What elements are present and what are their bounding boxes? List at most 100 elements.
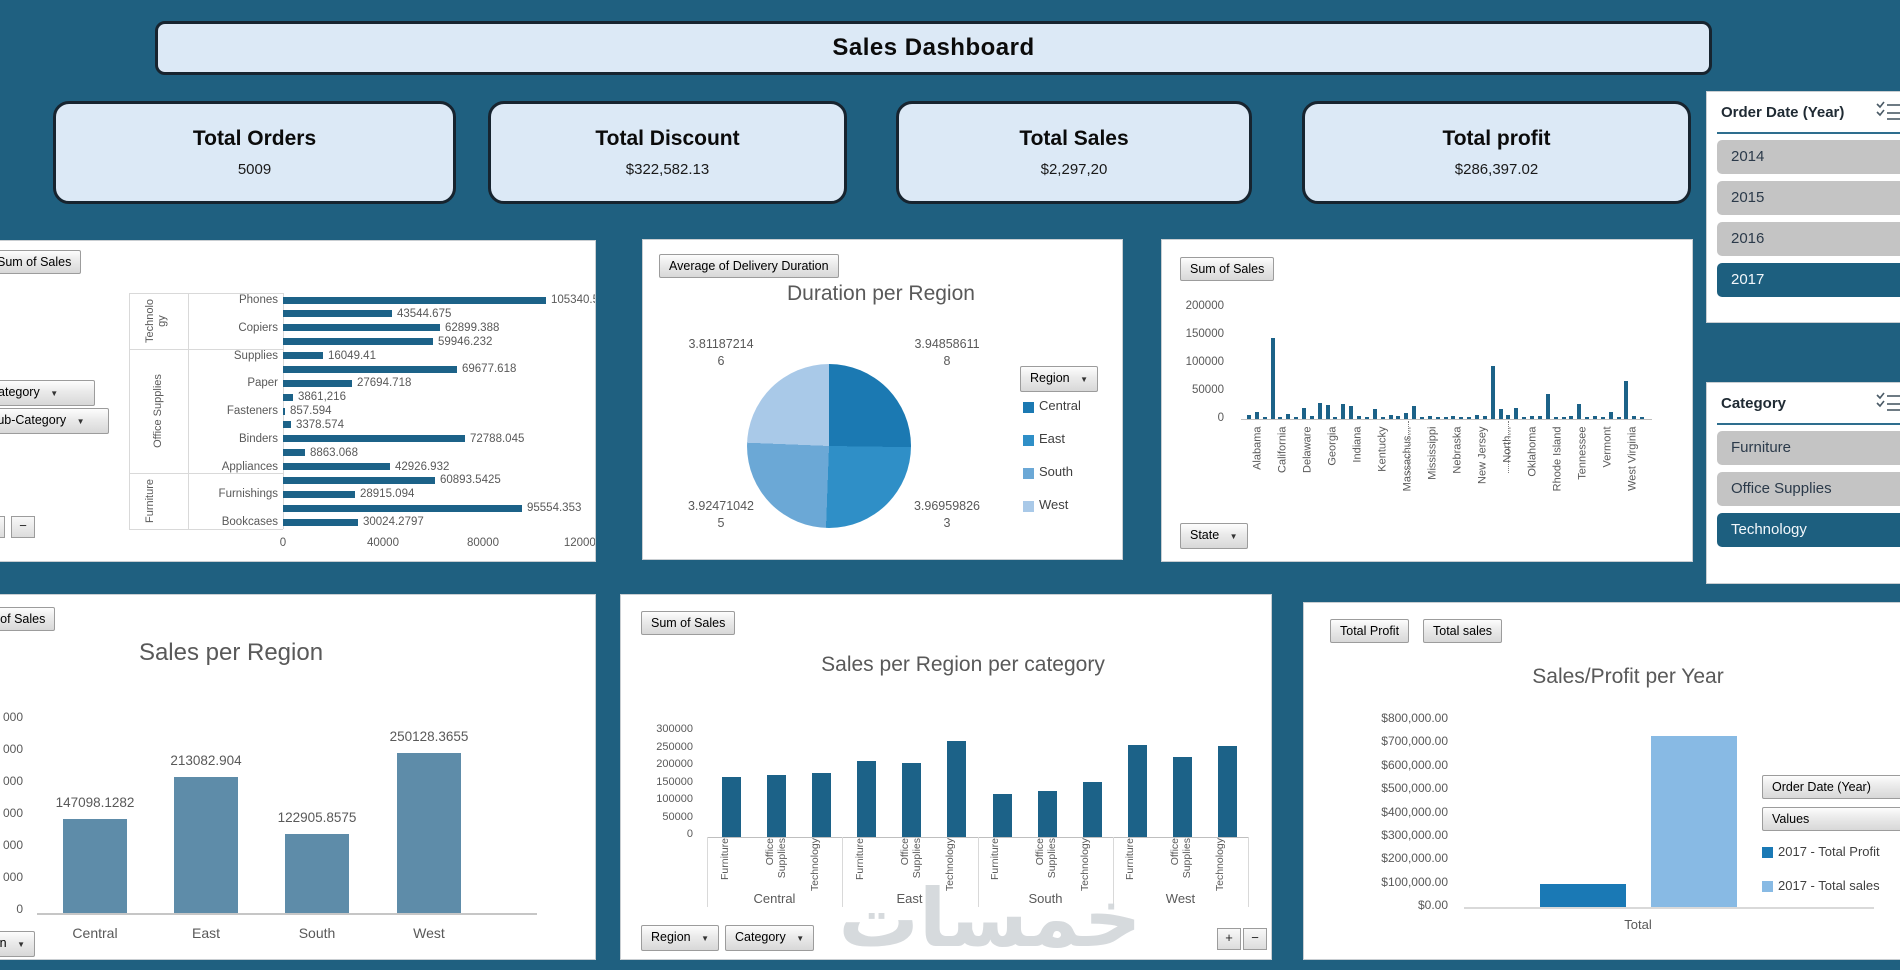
bar	[1617, 417, 1621, 419]
chart-title: Sales per Region	[138, 639, 324, 666]
bar	[1310, 416, 1314, 419]
y-axis-tick: 50000	[1192, 384, 1224, 396]
pie	[747, 364, 911, 528]
region-pie-chart: 3.94858611 8 3.96959826 3 3.92471042 5 3.81…	[643, 240, 1122, 559]
order-date-year-legend-button[interactable]: Order Date (Year)	[1762, 775, 1900, 799]
slicer-item-2014[interactable]: 2014	[1717, 140, 1900, 174]
bar	[1271, 338, 1275, 419]
bar-value-label: 105340.516	[551, 294, 595, 306]
region-axis-button[interactable]: Region ▼	[0, 931, 36, 957]
kpi-label: Total Orders	[192, 127, 317, 150]
bar-value-label: 147098.1282	[55, 795, 135, 810]
axis-line	[129, 349, 283, 350]
y-axis-tick: 150000	[656, 776, 693, 788]
bar	[283, 449, 305, 456]
bar	[283, 366, 457, 373]
slicer-title: Category	[1721, 395, 1787, 412]
subcategory-label: Furnishings	[218, 488, 278, 500]
bar	[1318, 403, 1322, 419]
legend-swatch	[1023, 501, 1034, 512]
axis-line	[707, 837, 1248, 838]
sum-of-sales-field-button[interactable]: Sum of Sales	[641, 611, 736, 635]
state-axis-button[interactable]: State ▼	[1180, 523, 1248, 549]
x-axis-label: East	[191, 925, 220, 941]
sub-category-axis-button[interactable]: Sub-Category ▼	[0, 408, 109, 434]
slicer-title: Order Date (Year)	[1721, 104, 1845, 121]
bar	[283, 352, 323, 359]
bar	[1451, 416, 1455, 419]
y-axis-tick: 0	[686, 828, 693, 840]
region-group-label: East	[896, 891, 923, 906]
total-profit-field-button[interactable]: Total Profit	[1330, 619, 1410, 643]
state-label: Georgia	[1326, 426, 1339, 466]
region-bar-chart: 000 000 000 000 000 000 0 147098.1282 Central 213…	[0, 595, 595, 959]
bar	[1514, 408, 1518, 419]
total-sales-field-button[interactable]: Total sales	[1423, 619, 1503, 643]
x-axis-tick: 120000	[563, 537, 596, 549]
collapse-button[interactable]: −	[1243, 928, 1267, 950]
multi-select-icon[interactable]	[1875, 391, 1900, 418]
axis-line	[129, 473, 283, 474]
y-axis-tick: 0	[16, 902, 23, 916]
slicer-item-office-supplies[interactable]: Office Supplies	[1717, 472, 1900, 506]
bar	[857, 761, 876, 837]
values-legend-button[interactable]: Values	[1762, 807, 1900, 831]
bar	[1286, 414, 1290, 419]
category-axis-button[interactable]: Category ▼	[0, 380, 95, 406]
slicer-item-2017[interactable]: 2017	[1717, 263, 1900, 297]
bar	[283, 380, 352, 387]
category-label: Technology	[1079, 838, 1091, 892]
bar-value-label: 250128.3655	[389, 729, 469, 744]
bar	[283, 505, 522, 512]
y-axis-tick: 300000	[656, 723, 693, 735]
bar	[1373, 409, 1377, 419]
sum-of-sales-field-button[interactable]: Sum of Sales	[0, 607, 56, 631]
bar	[1255, 412, 1259, 419]
bar	[1038, 791, 1057, 837]
x-axis-tick: 40000	[367, 537, 399, 549]
category-axis-button[interactable]: Category ▼	[725, 925, 815, 951]
slicer-item-2015[interactable]: 2015	[1717, 181, 1900, 215]
axis-button-label: State	[1190, 528, 1220, 542]
bar	[283, 394, 293, 401]
bar	[1294, 417, 1298, 419]
category-label: Furniture	[854, 838, 866, 881]
bar	[1459, 417, 1463, 419]
bar	[1530, 416, 1534, 419]
y-axis-tick: $800,000.00	[1381, 711, 1448, 725]
expand-button[interactable]: +	[0, 516, 5, 538]
kpi-card-total-sales: Total Sales $2,297,20	[896, 101, 1252, 204]
bar	[1601, 417, 1605, 419]
slicer-item-technology[interactable]: Technology	[1717, 513, 1900, 547]
multi-select-icon[interactable]	[1875, 100, 1900, 127]
collapse-button[interactable]: −	[11, 516, 35, 538]
pie-data-label: 3.96959826 3	[913, 499, 981, 530]
bar	[1609, 412, 1613, 419]
bar	[283, 477, 435, 484]
avg-delivery-duration-field-button[interactable]: Average of Delivery Duration	[659, 254, 839, 278]
subcategory-label: Appliances	[221, 461, 278, 473]
state-label: Tennessee	[1576, 426, 1589, 480]
group-separator-line	[978, 837, 979, 907]
sum-of-sales-field-button[interactable]: Sum of Sales	[1180, 257, 1275, 281]
y-axis-tick: 100000	[1185, 356, 1224, 368]
expand-button[interactable]: +	[1217, 928, 1241, 950]
bar	[283, 338, 433, 345]
y-axis-tick: 150000	[1185, 328, 1224, 340]
slicer-item-furniture[interactable]: Furniture	[1717, 431, 1900, 465]
bar	[285, 834, 349, 913]
y-axis-tick: 250000	[656, 741, 693, 753]
region-axis-button[interactable]: Region ▼	[641, 925, 720, 951]
bar	[1428, 416, 1432, 419]
state-label: Alabama	[1251, 426, 1264, 470]
pie-data-label: 3.92471042 5	[687, 499, 755, 530]
dashboard-title: Sales Dashboard	[832, 34, 1035, 61]
bar-value-label: 95554.353	[527, 502, 582, 514]
sum-of-sales-field-button[interactable]: Sum of Sales	[0, 250, 82, 274]
region-legend-button[interactable]: Region ▼	[1020, 366, 1099, 392]
bar	[397, 753, 461, 913]
kpi-label: Total Discount	[595, 127, 740, 150]
dropdown-arrow-icon: ▼	[17, 940, 26, 949]
y-axis-tick: $200,000.00	[1381, 851, 1448, 865]
slicer-item-2016[interactable]: 2016	[1717, 222, 1900, 256]
